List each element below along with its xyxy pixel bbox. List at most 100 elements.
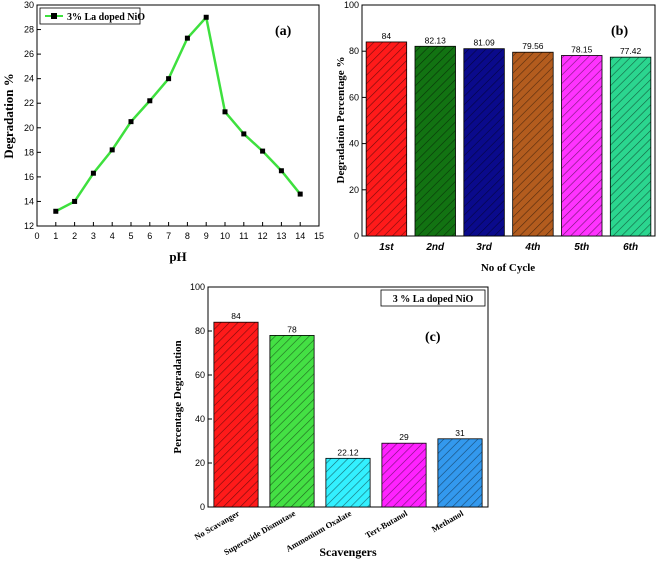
panel-a-xtick-label: 4 bbox=[110, 231, 115, 241]
panel-c-data-label: 22.12 bbox=[337, 447, 359, 457]
panel-b-bar-hatch bbox=[463, 48, 505, 236]
panel-a-xtick-label: 13 bbox=[276, 231, 286, 241]
panel-a-point bbox=[278, 168, 284, 174]
panel-a-xtick-label: 12 bbox=[258, 231, 268, 241]
panel-c-ytick-label: 80 bbox=[195, 326, 205, 336]
panel-b-data-label: 81.09 bbox=[473, 38, 495, 48]
panel-a-ytick-label: 14 bbox=[24, 196, 34, 206]
panel-c-bar-hatch bbox=[437, 438, 483, 507]
panel-c-xtick-label: Methanol bbox=[430, 508, 466, 534]
panel-c-legend-label: 3 % La doped NiO bbox=[393, 294, 474, 305]
panel-c-xtick-label: Tert-Butanol bbox=[363, 508, 409, 540]
panel-a-axes: 0 1 2 3 4 5 6 7 8 9 10 11 12 13 14 15121416182022242628… bbox=[24, 0, 324, 241]
panel-c-bar-hatch bbox=[381, 443, 427, 507]
panel-a-point bbox=[184, 35, 190, 41]
panel-a-point bbox=[222, 109, 228, 115]
panel-b-ytick-label: 0 bbox=[354, 231, 359, 241]
panel-a-ytick-label: 18 bbox=[24, 147, 34, 157]
panel-c-bar-hatch bbox=[325, 458, 371, 507]
panel-c-ytick-label: 60 bbox=[195, 370, 205, 380]
panel-a-ytick-label: 16 bbox=[24, 172, 34, 182]
panel-a-xtick-label: 3 bbox=[91, 231, 96, 241]
panel-b-data-label: 82.13 bbox=[425, 35, 447, 45]
panel-c-data-label: 84 bbox=[231, 311, 241, 321]
panel-a-point bbox=[147, 98, 153, 104]
panel-c-legend-box bbox=[380, 289, 486, 307]
panel-b-ytick-label: 20 bbox=[349, 185, 359, 195]
panel-a-legend-marker bbox=[51, 13, 57, 19]
panel-c-data-label: 78 bbox=[287, 324, 297, 334]
panel-a-legend: 3% La doped NiO bbox=[39, 7, 145, 25]
panel-b-bar-hatch bbox=[366, 41, 407, 237]
panel-c-data-label: 29 bbox=[399, 432, 409, 442]
panel-a-legend-box bbox=[39, 7, 141, 25]
panel-b-ytick-label: 60 bbox=[349, 92, 359, 102]
panel-b-xtick-label: 3rd bbox=[476, 242, 492, 253]
panel-a-xtick-label: 0 bbox=[34, 231, 39, 241]
panel-a-markers bbox=[53, 14, 303, 214]
panel-c-bars: 84 78 22.12 29 31 bbox=[213, 311, 483, 508]
panel-a-ytick-label: 22 bbox=[24, 98, 34, 108]
panel-a-ytick-label: 30 bbox=[24, 0, 34, 10]
panel-a-xtick-label: 5 bbox=[128, 231, 133, 241]
panel-b-bar-hatch bbox=[561, 55, 603, 237]
panel-b-xtick-label: 6th bbox=[623, 242, 638, 253]
panel-a-point bbox=[203, 14, 209, 20]
panel-b-bar-hatch bbox=[610, 57, 651, 236]
panel-c-xtick-label: No Scavanger bbox=[192, 508, 241, 542]
panel-b-frame bbox=[361, 4, 656, 237]
panel-b-xlabel: No of Cycle bbox=[481, 262, 535, 274]
panel-c-ytick-label: 20 bbox=[195, 458, 205, 468]
panel-a-xtick-label: 7 bbox=[166, 231, 171, 241]
panel-c-data-label: 31 bbox=[455, 428, 465, 438]
panel-b-data-label: 78.15 bbox=[571, 44, 593, 54]
panel-a-xtick-label: 14 bbox=[295, 231, 305, 241]
panel-b-bar-hatch bbox=[414, 46, 456, 237]
panel-a-xtick-label: 1 bbox=[53, 231, 58, 241]
panel-c-ylabel: Percentage Degradation bbox=[172, 340, 184, 453]
panel-b-ytick-label: 40 bbox=[349, 139, 359, 149]
panel-b-ytick-label: 100 bbox=[344, 0, 359, 10]
panel-a-xtick-label: 6 bbox=[147, 231, 152, 241]
panel-b-axes: 0 20 40 60 80 100 1st 2nd 3rd 4th 5th 6th bbox=[344, 0, 638, 253]
panel-a-point bbox=[128, 119, 134, 125]
panel-a-point bbox=[53, 208, 59, 214]
panel-a-ytick-label: 26 bbox=[24, 49, 34, 59]
panel-b-data-label: 84 bbox=[382, 31, 392, 41]
panel-b-bars: 84 82.13 81.09 79.56 78.15 77.42 bbox=[365, 31, 652, 237]
panel-a-xlabel: pH bbox=[169, 249, 186, 264]
panel-a-xtick-label: 2 bbox=[72, 231, 77, 241]
panel-a-ytick-label: 28 bbox=[24, 25, 34, 35]
panel-a-point bbox=[297, 191, 303, 197]
panel-b-xtick-label: 4th bbox=[524, 242, 540, 253]
panel-a-xtick-label: 10 bbox=[220, 231, 230, 241]
panel-a-legend-label: 3% La doped NiO bbox=[67, 12, 145, 23]
panel-b-ylabel: Degradation Percentage % bbox=[335, 57, 347, 184]
panel-a-ytick-label: 20 bbox=[24, 123, 34, 133]
panel-a-point bbox=[90, 170, 96, 176]
panel-a-xtick-label: 9 bbox=[204, 231, 209, 241]
panel-b-bar-hatch bbox=[512, 52, 554, 236]
panel-a-xtick-label: 11 bbox=[239, 231, 248, 241]
panel-a-series-line bbox=[55, 14, 302, 213]
panel-b-xtick-label: 5th bbox=[574, 242, 589, 253]
panel-a: 0 1 2 3 4 5 6 7 8 9 10 11 12 13 14 15121416182022242628… bbox=[1, 0, 324, 264]
panel-b-ytick-label: 80 bbox=[349, 46, 359, 56]
panel-a-point bbox=[260, 148, 266, 154]
panel-a-point bbox=[72, 198, 78, 204]
panel-c-bar-hatch bbox=[213, 322, 259, 507]
panel-b-data-label: 79.56 bbox=[522, 41, 544, 51]
panel-c-ytick-label: 0 bbox=[200, 502, 205, 512]
panel-a-ylabel: Degradation % bbox=[1, 73, 16, 159]
panel-c-ytick-label: 100 bbox=[190, 282, 205, 292]
panel-b-xtick-label: 1st bbox=[379, 242, 394, 253]
panel-c-ytick-label: 40 bbox=[195, 414, 205, 424]
panel-a-ytick-label: 24 bbox=[24, 74, 34, 84]
panel-b-label: (b) bbox=[611, 24, 628, 39]
panel-c-bar-hatch bbox=[269, 335, 315, 507]
panel-a-frame bbox=[36, 4, 320, 227]
panel-a-point bbox=[109, 147, 115, 153]
panel-b-data-label: 77.42 bbox=[620, 46, 642, 56]
